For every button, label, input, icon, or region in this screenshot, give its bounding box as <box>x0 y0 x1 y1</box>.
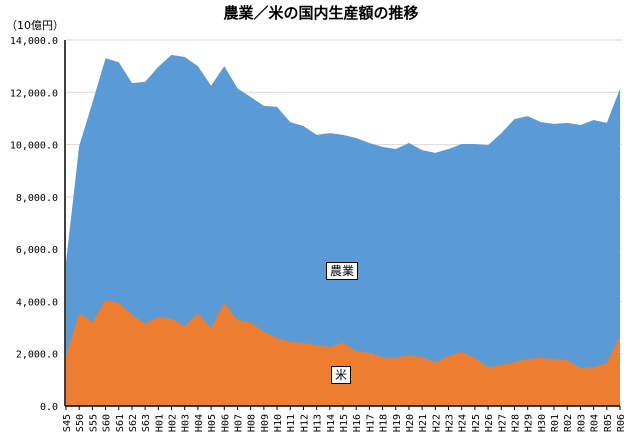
series-label-agriculture: 農業 <box>326 262 359 280</box>
area-series-agriculture <box>66 54 620 407</box>
y-tick-label: 6,000.0 <box>16 245 58 256</box>
x-tick-label: H19 <box>392 414 403 432</box>
x-tick-label: H01 <box>154 414 165 432</box>
x-tick-label: H22 <box>431 414 442 432</box>
area-series-rice <box>66 300 620 406</box>
x-tick-label: H16 <box>352 414 363 432</box>
x-tick-label: R03 <box>576 414 587 432</box>
x-tick-label: R05 <box>603 414 614 432</box>
x-tick-label: H02 <box>168 414 179 432</box>
y-tick-label: 2,000.0 <box>16 350 58 361</box>
x-tick-label: R02 <box>563 414 574 432</box>
x-tick-label: S63 <box>141 414 152 432</box>
x-tick-label: H10 <box>273 414 284 432</box>
x-tick-label: H11 <box>286 414 297 432</box>
x-tick-label: R06 <box>616 414 627 432</box>
series-label-rice: 米 <box>331 366 352 384</box>
x-tick-label: H24 <box>458 414 469 432</box>
y-tick-label: 0.0 <box>40 402 58 413</box>
x-tick-label: H07 <box>233 414 244 432</box>
x-tick-label: H12 <box>299 414 310 432</box>
x-tick-label: S61 <box>115 414 126 432</box>
x-tick-label: S50 <box>75 414 86 432</box>
y-tick-label: 10,000.0 <box>10 141 58 152</box>
x-tick-label: H26 <box>484 414 495 432</box>
x-tick-label: H27 <box>497 414 508 432</box>
x-tick-label: H03 <box>181 414 192 432</box>
x-tick-label: H15 <box>339 414 350 432</box>
x-tick-label: S62 <box>128 414 139 432</box>
x-tick-label: S60 <box>102 414 113 432</box>
x-tick-label: H13 <box>313 414 324 432</box>
x-tick-label: H06 <box>220 414 231 432</box>
chart-title: 農業／米の国内生産額の推移 <box>223 4 419 22</box>
x-tick-label: H23 <box>445 414 456 432</box>
y-tick-label: 8,000.0 <box>16 193 58 204</box>
x-tick-label: H18 <box>379 414 390 432</box>
x-tick-label: H21 <box>418 414 429 432</box>
x-tick-label: H09 <box>260 414 271 432</box>
x-tick-label: S45 <box>62 414 73 432</box>
x-tick-label: H08 <box>247 414 258 432</box>
y-tick-label: 12,000.0 <box>10 88 58 99</box>
x-tick-label: R01 <box>550 414 561 432</box>
x-tick-label: H30 <box>537 414 548 432</box>
y-tick-label: 14,000.0 <box>10 36 58 47</box>
x-tick-label: H17 <box>365 414 376 432</box>
x-tick-label: H25 <box>471 414 482 432</box>
x-tick-label: H28 <box>510 414 521 432</box>
x-tick-label: S55 <box>88 414 99 432</box>
y-tick-label: 4,000.0 <box>16 297 58 308</box>
x-tick-label: H20 <box>405 414 416 432</box>
x-tick-label: H04 <box>194 414 205 432</box>
x-tick-label: R04 <box>590 414 601 432</box>
y-axis-unit-label: （10億円） <box>6 19 64 32</box>
x-tick-label: H29 <box>524 414 535 432</box>
x-tick-label: H05 <box>207 414 218 432</box>
x-tick-label: H14 <box>326 414 337 432</box>
